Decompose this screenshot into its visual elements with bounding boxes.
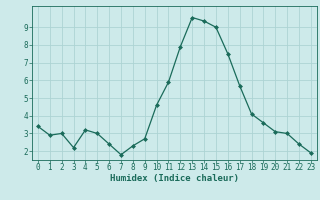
X-axis label: Humidex (Indice chaleur): Humidex (Indice chaleur) — [110, 174, 239, 183]
